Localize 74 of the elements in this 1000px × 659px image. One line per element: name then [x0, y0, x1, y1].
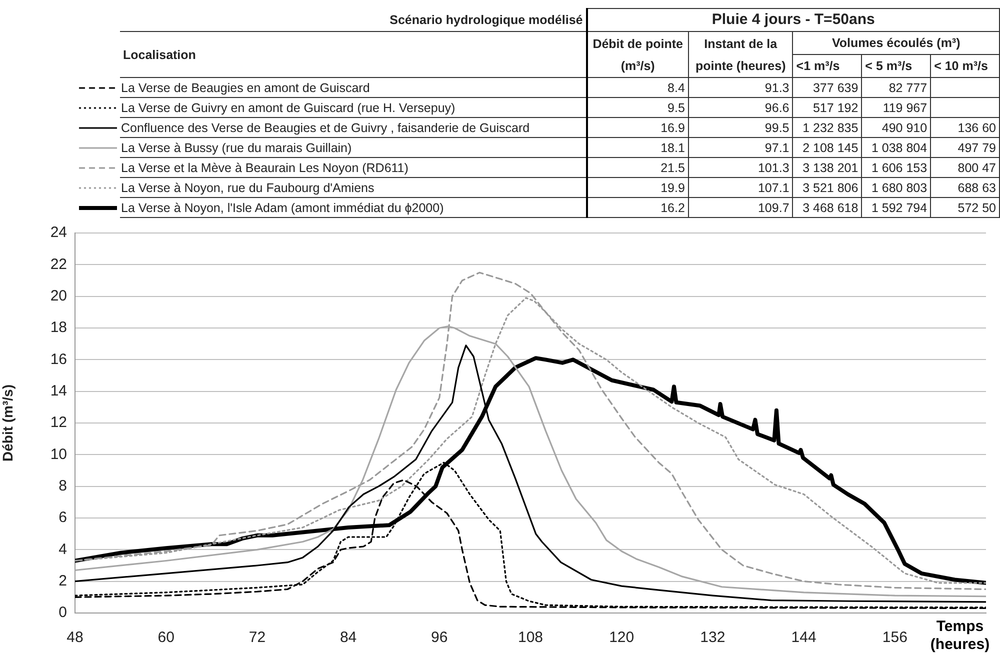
x-tick-label: 144 — [791, 629, 816, 646]
x-axis-title: Temps (heures) — [929, 618, 991, 654]
text: 19.9 — [660, 180, 685, 194]
y-tick-label: 12 — [50, 414, 67, 432]
text: 16.9 — [660, 120, 685, 134]
text: 688 63 — [958, 180, 996, 194]
text: 99.5 — [764, 120, 790, 134]
x-tick-label: 84 — [340, 629, 357, 646]
text: 8.4 — [668, 80, 685, 94]
text: 1 232 835 — [802, 120, 858, 134]
y-tick-label: 8 — [58, 477, 67, 494]
category-label: Localisation — [120, 32, 587, 78]
y-axis-title: Débit (m³/s) — [0, 384, 16, 462]
text: 1 606 153 — [871, 160, 928, 174]
text: 18.1 — [660, 140, 685, 154]
text: Scénario hydrologique modélisé — [120, 8, 587, 32]
x-tick-label: 48 — [66, 629, 84, 646]
text: 517 192 — [812, 100, 858, 114]
category-label: Débit de pointe (m³/s) — [586, 32, 688, 78]
y-tick-label: 0 — [58, 604, 67, 622]
y-tick-label: 6 — [58, 509, 67, 526]
y-tick-label: 2 — [58, 572, 67, 590]
y-tick-label: 20 — [50, 287, 67, 304]
x-tick-label: 72 — [248, 629, 266, 646]
text: 3 468 618 — [802, 200, 858, 214]
category-label: <1 m³/s — [792, 54, 862, 78]
text: 800 47 — [958, 160, 996, 174]
x-tick-label: 96 — [431, 629, 448, 646]
x-tick-label: 132 — [700, 629, 726, 646]
text: Pluie 4 jours - T=50ans — [586, 8, 1000, 32]
legend-label: La Verse à Noyon, rue du Faubourg d'Amiens — [121, 180, 374, 194]
text: 1 680 803 — [871, 180, 928, 194]
text: 97.1 — [764, 140, 790, 154]
x-tick-label: 120 — [609, 629, 634, 646]
legend-label: La Verse de Beaugies en amont de Guiscard — [121, 80, 370, 94]
y-tick-label: 18 — [50, 319, 67, 336]
y-tick-label: 14 — [50, 382, 67, 400]
x-tick-label: 108 — [518, 629, 544, 646]
text: 107.1 — [758, 180, 790, 194]
y-tick-label: 16 — [50, 350, 67, 368]
text: 119 967 — [882, 100, 928, 114]
category-label: < 5 m³/s — [862, 54, 931, 78]
text: 101.3 — [758, 160, 790, 174]
text: 572 50 — [958, 200, 996, 214]
text: 109.7 — [758, 200, 790, 214]
legend-label: La Verse et la Mève à Beaurain Les Noyon (RD611) — [121, 160, 408, 174]
y-tick-label: 4 — [58, 540, 67, 558]
legend-label: La Verse à Bussy (rue du marais Guillain) — [121, 140, 352, 154]
legend-label: Confluence des Verse de Beaugies et de Guivry , faisanderie de Guiscard — [121, 120, 530, 134]
text: 1 038 804 — [871, 140, 928, 154]
text: 1 592 794 — [871, 200, 928, 214]
legend-label: La Verse à Noyon, l'Isle Adam (amont immédiat du ϕ2000) — [121, 200, 444, 214]
category-label: Instant de la pointe (heures) — [688, 32, 793, 78]
text: 490 910 — [882, 120, 928, 134]
x-tick-label: 156 — [882, 629, 908, 646]
text: 82 777 — [888, 80, 928, 94]
category-label: < 10 m³/s — [930, 54, 1000, 78]
legend-label: La Verse de Guivry en amont de Guiscard (rue H. Versepuy) — [121, 100, 456, 114]
text: 9.5 — [668, 100, 685, 114]
text: 497 79 — [958, 140, 996, 154]
text: 136 60 — [958, 120, 996, 134]
text: 21.5 — [660, 160, 685, 174]
y-tick-label: 10 — [50, 446, 67, 463]
y-tick-label: 22 — [50, 256, 67, 273]
text: 16.2 — [660, 200, 685, 214]
y-tick-label: 24 — [50, 224, 67, 242]
text: 96.6 — [764, 100, 790, 114]
text: 3 521 806 — [802, 180, 858, 194]
text: 2 108 145 — [802, 140, 858, 154]
text: 91.3 — [764, 80, 790, 94]
text: 377 639 — [812, 80, 858, 94]
x-tick-label: 60 — [158, 629, 174, 646]
text: 3 138 201 — [802, 160, 858, 174]
text: Volumes écoulés (m³) — [792, 32, 1000, 54]
